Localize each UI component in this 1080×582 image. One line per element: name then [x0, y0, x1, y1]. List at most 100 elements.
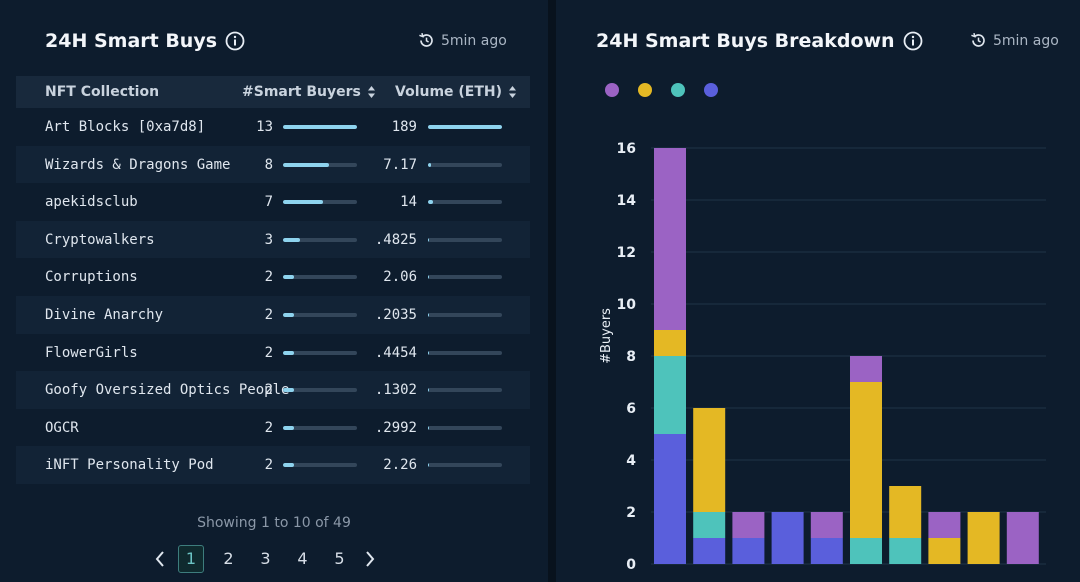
- last-updated: 5min ago: [970, 32, 1059, 49]
- chevron-left-icon: [155, 551, 164, 567]
- smart-buyers-count: 3: [264, 231, 273, 248]
- bar-segment-yellow: [967, 512, 1000, 564]
- smart-buyers-count: 2: [264, 344, 273, 361]
- smart-buyers-bar-fill: [283, 237, 301, 242]
- collection-name[interactable]: Cryptowalkers: [45, 231, 155, 248]
- refresh-clock-icon[interactable]: [418, 32, 435, 49]
- panel-divider: [548, 0, 556, 582]
- smart-buyers-bar-fill: [283, 125, 357, 129]
- smart-buyers-count: 8: [264, 156, 273, 173]
- panel-title-text: 24H Smart Buys Breakdown: [596, 30, 895, 52]
- page-button-3[interactable]: 3: [260, 549, 271, 568]
- y-tick-label: 16: [617, 141, 636, 157]
- y-tick-label: 10: [617, 297, 637, 313]
- collection-name[interactable]: Wizards & Dragons Game: [45, 156, 231, 173]
- volume-bar: [428, 200, 502, 205]
- volume-value: 2.06: [383, 269, 417, 286]
- smart-buyers-bar: [283, 463, 357, 468]
- smart-buyers-bar: [283, 425, 357, 430]
- chevron-right-icon: [366, 551, 375, 567]
- smart-buyers-bar: [283, 162, 357, 167]
- refresh-clock-icon[interactable]: [970, 32, 987, 49]
- page-button-1[interactable]: 1: [178, 545, 204, 573]
- page-button-4[interactable]: 4: [297, 549, 308, 568]
- volume-value: 189: [391, 119, 417, 135]
- table-row[interactable]: Cryptowalkers 3 .4825: [16, 220, 530, 259]
- breakdown-panel: 24H Smart Buys Breakdown 5min ago: [556, 0, 1080, 582]
- table-row[interactable]: Corruptions 2 2.06: [16, 258, 530, 296]
- bar-segment-purple: [928, 512, 961, 538]
- volume-value: 14: [400, 194, 417, 211]
- smart-buyers-bar-fill: [283, 388, 295, 393]
- smart-buys-panel: 24H Smart Buys 5min ago NFT Collection #…: [16, 30, 530, 574]
- collection-name[interactable]: Divine Anarchy: [45, 306, 164, 323]
- smart-buyers-bar: [283, 125, 357, 129]
- smart-buyers-bar-fill: [283, 463, 295, 468]
- page-button-2[interactable]: 2: [223, 549, 234, 568]
- collection-name[interactable]: Corruptions: [45, 269, 138, 286]
- smart-buyers-bar: [283, 200, 357, 205]
- legend-dot-purple[interactable]: [605, 83, 619, 97]
- collection-name[interactable]: iNFT Personality Pod: [45, 457, 214, 474]
- table-row[interactable]: OGCR 2 .2992: [16, 409, 530, 447]
- smart-buyers-count: 7: [264, 194, 273, 211]
- smart-buyers-count: 2: [264, 306, 273, 323]
- y-tick-label: 8: [626, 349, 636, 365]
- volume-bar-fill: [428, 388, 429, 393]
- column-header-smart-buyers[interactable]: #Smart Buyers: [242, 84, 376, 100]
- smart-buyers-count: 2: [264, 457, 273, 474]
- smart-buyers-bar: [283, 312, 357, 317]
- table-row[interactable]: apekidsclub 7 14: [16, 183, 530, 221]
- collection-name[interactable]: OGCR: [45, 419, 79, 436]
- chart-legend: [605, 83, 718, 97]
- volume-value: 7.17: [383, 156, 417, 173]
- table-row[interactable]: iNFT Personality Pod 2 2.26: [16, 446, 530, 484]
- last-updated: 5min ago: [418, 32, 507, 49]
- legend-dot-yellow[interactable]: [638, 83, 652, 97]
- table-row[interactable]: FlowerGirls 2 .4454: [16, 334, 530, 372]
- collection-name[interactable]: FlowerGirls: [45, 344, 138, 361]
- column-label: #Smart Buyers: [242, 84, 361, 100]
- volume-value: .4825: [374, 231, 417, 248]
- smart-buyers-bar-fill: [283, 350, 295, 355]
- bar-segment-purple: [810, 512, 843, 538]
- volume-bar-fill: [428, 275, 430, 280]
- volume-bar: [428, 425, 502, 430]
- pagination: 1 2 3 4 5: [148, 544, 382, 574]
- bar-segment-purple: [1006, 512, 1039, 564]
- smart-buyers-bar-fill: [283, 200, 323, 205]
- volume-value: .1302: [374, 382, 417, 399]
- smart-buyers-bar-fill: [283, 425, 295, 430]
- sort-icon[interactable]: [508, 85, 517, 99]
- bar-segment-yellow: [654, 330, 686, 356]
- legend-dot-blue[interactable]: [704, 83, 718, 97]
- table-row[interactable]: Goofy Oversized Optics People 2 .1302: [16, 371, 530, 409]
- info-icon[interactable]: [225, 31, 245, 51]
- table-row[interactable]: Divine Anarchy 2 .2035: [16, 295, 530, 334]
- bar-segment-blue: [693, 538, 726, 564]
- table-row[interactable]: Wizards & Dragons Game 8 7.17: [16, 145, 530, 184]
- panel-title: 24H Smart Buys: [45, 30, 245, 52]
- volume-value: .2992: [374, 419, 417, 436]
- volume-bar-fill: [428, 463, 430, 468]
- collection-name[interactable]: Goofy Oversized Optics People: [45, 382, 290, 399]
- column-header-volume[interactable]: Volume (ETH): [395, 84, 517, 100]
- prev-page-button[interactable]: [148, 544, 172, 574]
- collection-name[interactable]: Art Blocks [0xa7d8]: [45, 119, 206, 135]
- timestamp-text: 5min ago: [441, 32, 507, 49]
- page-button-5[interactable]: 5: [334, 549, 345, 568]
- sort-icon[interactable]: [367, 85, 376, 99]
- next-page-button[interactable]: [358, 544, 382, 574]
- legend-dot-teal[interactable]: [671, 83, 685, 97]
- volume-value: 2.26: [383, 457, 417, 474]
- smart-buyers-count: 2: [264, 382, 273, 399]
- volume-bar: [428, 162, 502, 167]
- collection-name[interactable]: apekidsclub: [45, 194, 138, 211]
- y-tick-label: 6: [626, 401, 636, 417]
- table-row[interactable]: Art Blocks [0xa7d8] 13 189: [16, 108, 530, 146]
- volume-bar-fill: [428, 200, 434, 205]
- column-label: Volume (ETH): [395, 84, 503, 100]
- volume-bar: [428, 237, 502, 242]
- info-icon[interactable]: [903, 31, 923, 51]
- volume-bar: [428, 463, 502, 468]
